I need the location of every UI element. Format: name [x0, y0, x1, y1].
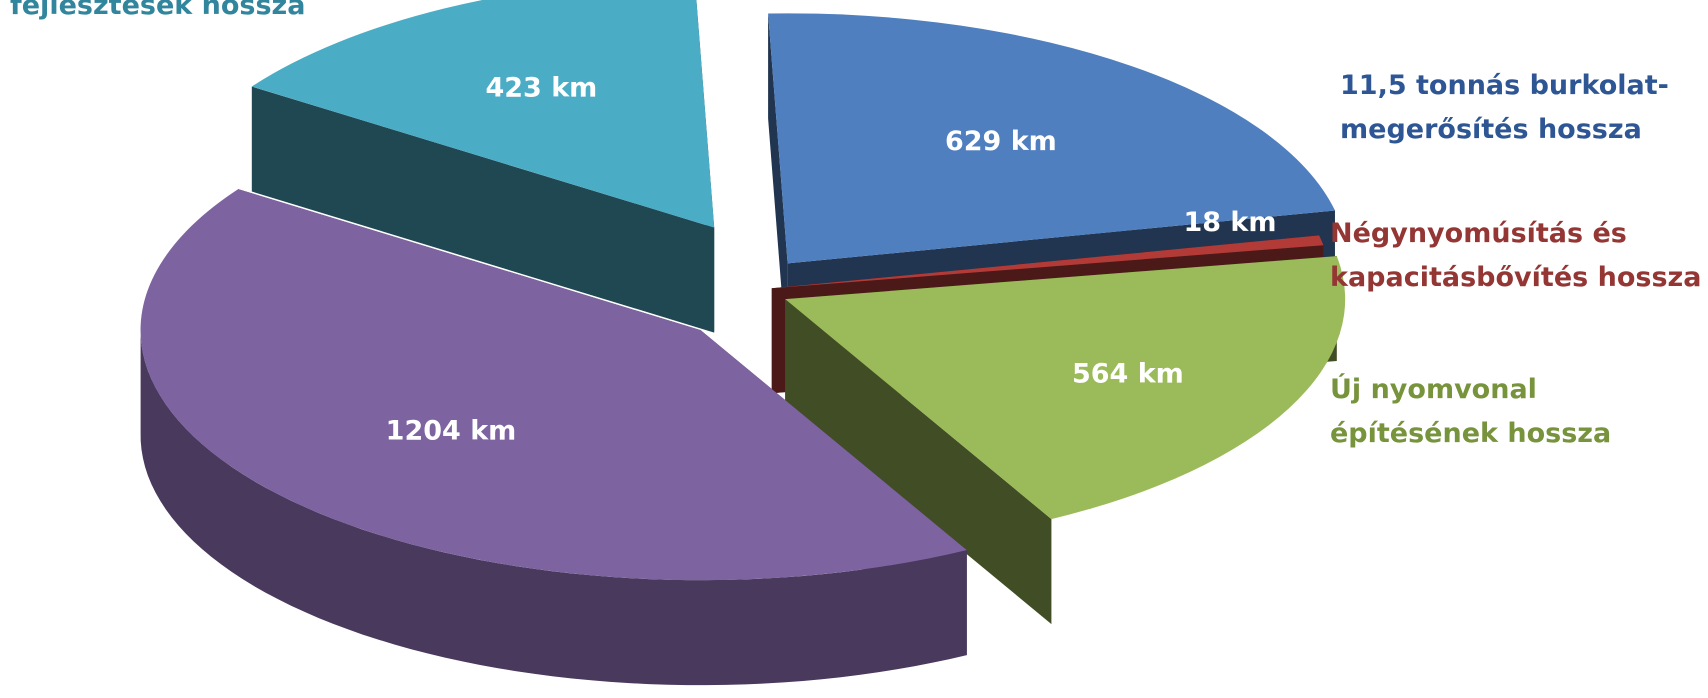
pie-slice — [785, 256, 1346, 625]
data-label: 423 km — [485, 72, 597, 103]
pie-slices — [140, 0, 1346, 686]
legend-entry-burkolat-megerosites: 11,5 tonnás burkolat- megerősítés hossza — [1340, 64, 1669, 152]
data-label: 564 km — [1072, 358, 1184, 389]
legend-line: Új nyomvonal — [1330, 374, 1537, 405]
pie-slice-top — [140, 189, 967, 581]
pie-slice-top — [785, 256, 1346, 520]
legend-line: Négynyomúsítás és — [1330, 218, 1627, 249]
legend-line: 11,5 tonnás burkolat- — [1340, 70, 1669, 101]
data-label: 1204 km — [386, 416, 517, 447]
pie-slice-wall — [785, 299, 1052, 625]
data-label: 18 km — [1183, 207, 1276, 238]
pie-slice-top — [251, 0, 715, 228]
legend-line: építésének hossza — [1330, 418, 1612, 449]
pie-labels: 629 km 18 km 564 km 1204 km 423 km — [386, 72, 1277, 446]
pie-slice-side — [140, 327, 967, 686]
pie-slice — [251, 0, 715, 333]
pie-slice-top — [771, 235, 1324, 289]
pie-slice-wall — [251, 86, 715, 333]
legend-line: fejlesztések hossza — [10, 0, 306, 21]
legend-entry-fejlesztesek: fejlesztések hossza — [10, 0, 305, 28]
pie-slice-wall — [768, 13, 788, 369]
legend-line: megerősítés hossza — [1340, 114, 1642, 145]
pie-slice-top — [768, 13, 1335, 264]
legend-entry-negynyomusitas: Négynyomúsítás és kapacitásbővítés hossz… — [1330, 212, 1701, 300]
legend-line: kapacitásbővítés hossza — [1330, 262, 1702, 293]
data-label: 629 km — [945, 126, 1057, 157]
legend-entry-uj-nyomvonal: Új nyomvonal építésének hossza — [1330, 368, 1611, 456]
pie-slice — [140, 189, 967, 686]
